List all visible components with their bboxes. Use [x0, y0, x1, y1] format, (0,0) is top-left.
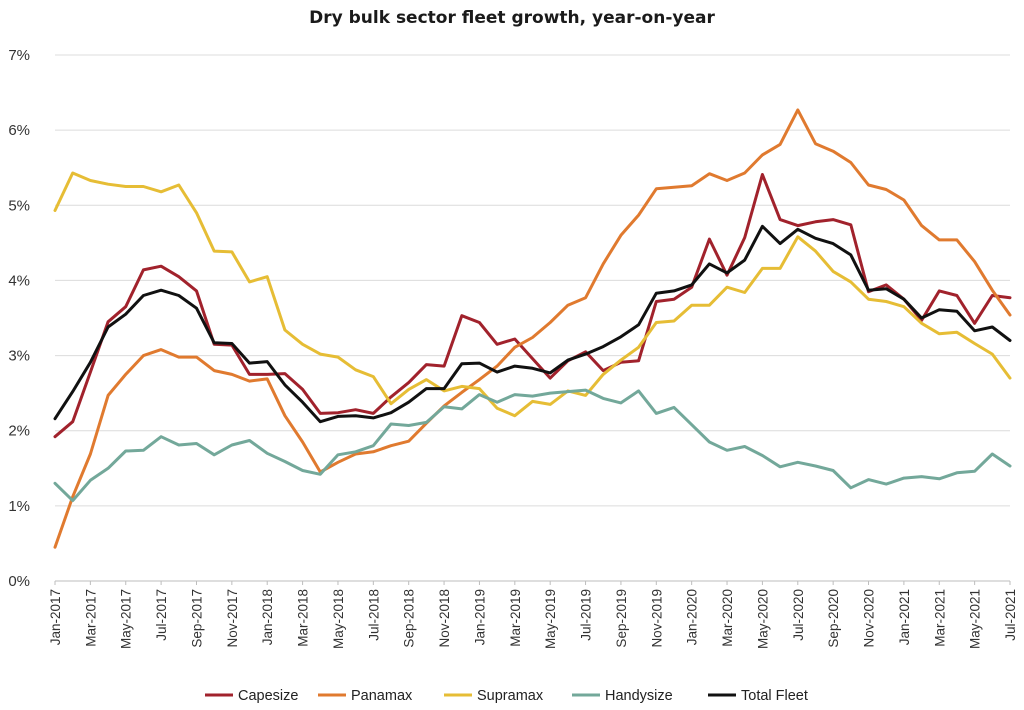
- x-tick-label: May-2017: [119, 589, 134, 649]
- x-tick-label: Jul-2021: [1003, 589, 1018, 641]
- x-tick-label: Mar-2020: [720, 589, 735, 647]
- x-tick-label: Jan-2018: [260, 589, 275, 645]
- x-tick-label: Sep-2018: [402, 589, 417, 648]
- x-axis: Jan-2017 Mar-2017 May-2017 Jul-2017 Sep-2017…: [48, 581, 1018, 649]
- x-tick-label: Jan-2019: [472, 589, 487, 645]
- series-line-panamax: [53, 108, 1012, 549]
- x-tick-label: May-2019: [543, 589, 558, 649]
- x-tick-label: Sep-2017: [189, 589, 204, 648]
- chart-title: Dry bulk sector fleet growth, year-on-ye…: [309, 8, 715, 28]
- legend-label: Supramax: [477, 688, 544, 704]
- x-tick-label: Sep-2019: [614, 589, 629, 648]
- x-tick-label: Jan-2017: [48, 589, 63, 645]
- legend: Capesize Panamax Supramax Handysize Total Fl…: [205, 688, 808, 704]
- x-tick-label: Nov-2020: [862, 589, 877, 648]
- y-tick-label: 6%: [8, 122, 30, 139]
- x-tick-label: May-2021: [968, 589, 983, 649]
- y-tick-label: 0%: [8, 573, 30, 590]
- x-tick-label: Nov-2019: [649, 589, 664, 648]
- x-tick-label: May-2018: [331, 589, 346, 649]
- x-tick-label: Jul-2019: [579, 589, 594, 641]
- x-tick-label: Jan-2020: [685, 589, 700, 645]
- series-line-supramax: [53, 171, 1012, 418]
- y-tick-label: 4%: [8, 272, 30, 289]
- x-tick-label: May-2020: [755, 589, 770, 649]
- y-tick-label: 7%: [8, 47, 30, 64]
- y-tick-label: 2%: [8, 423, 30, 440]
- x-tick-label: Mar-2018: [296, 589, 311, 647]
- x-tick-label: Nov-2017: [225, 589, 240, 648]
- y-axis: 0% 1% 2% 3% 4% 5% 6% 7%: [8, 47, 30, 590]
- y-tick-label: 1%: [8, 498, 30, 515]
- x-tick-label: Nov-2018: [437, 589, 452, 648]
- x-tick-label: Sep-2020: [826, 589, 841, 648]
- y-tick-label: 5%: [8, 197, 30, 214]
- x-tick-label: Jan-2021: [897, 589, 912, 645]
- legend-label: Capesize: [238, 688, 298, 704]
- series-line-total-fleet: [53, 224, 1012, 424]
- x-tick-label: Mar-2019: [508, 589, 523, 647]
- legend-label: Total Fleet: [741, 688, 808, 704]
- x-tick-label: Mar-2021: [932, 589, 947, 647]
- legend-label: Handysize: [605, 688, 673, 704]
- x-tick-label: Jul-2017: [154, 589, 169, 641]
- x-tick-label: Jul-2018: [366, 589, 381, 641]
- x-tick-label: Jul-2020: [791, 589, 806, 641]
- gridlines: [55, 54, 1010, 582]
- series-lines: [53, 108, 1012, 549]
- legend-label: Panamax: [351, 688, 413, 704]
- x-tick-label: Mar-2017: [83, 589, 98, 647]
- y-tick-label: 3%: [8, 348, 30, 365]
- series-line-handysize: [53, 388, 1012, 503]
